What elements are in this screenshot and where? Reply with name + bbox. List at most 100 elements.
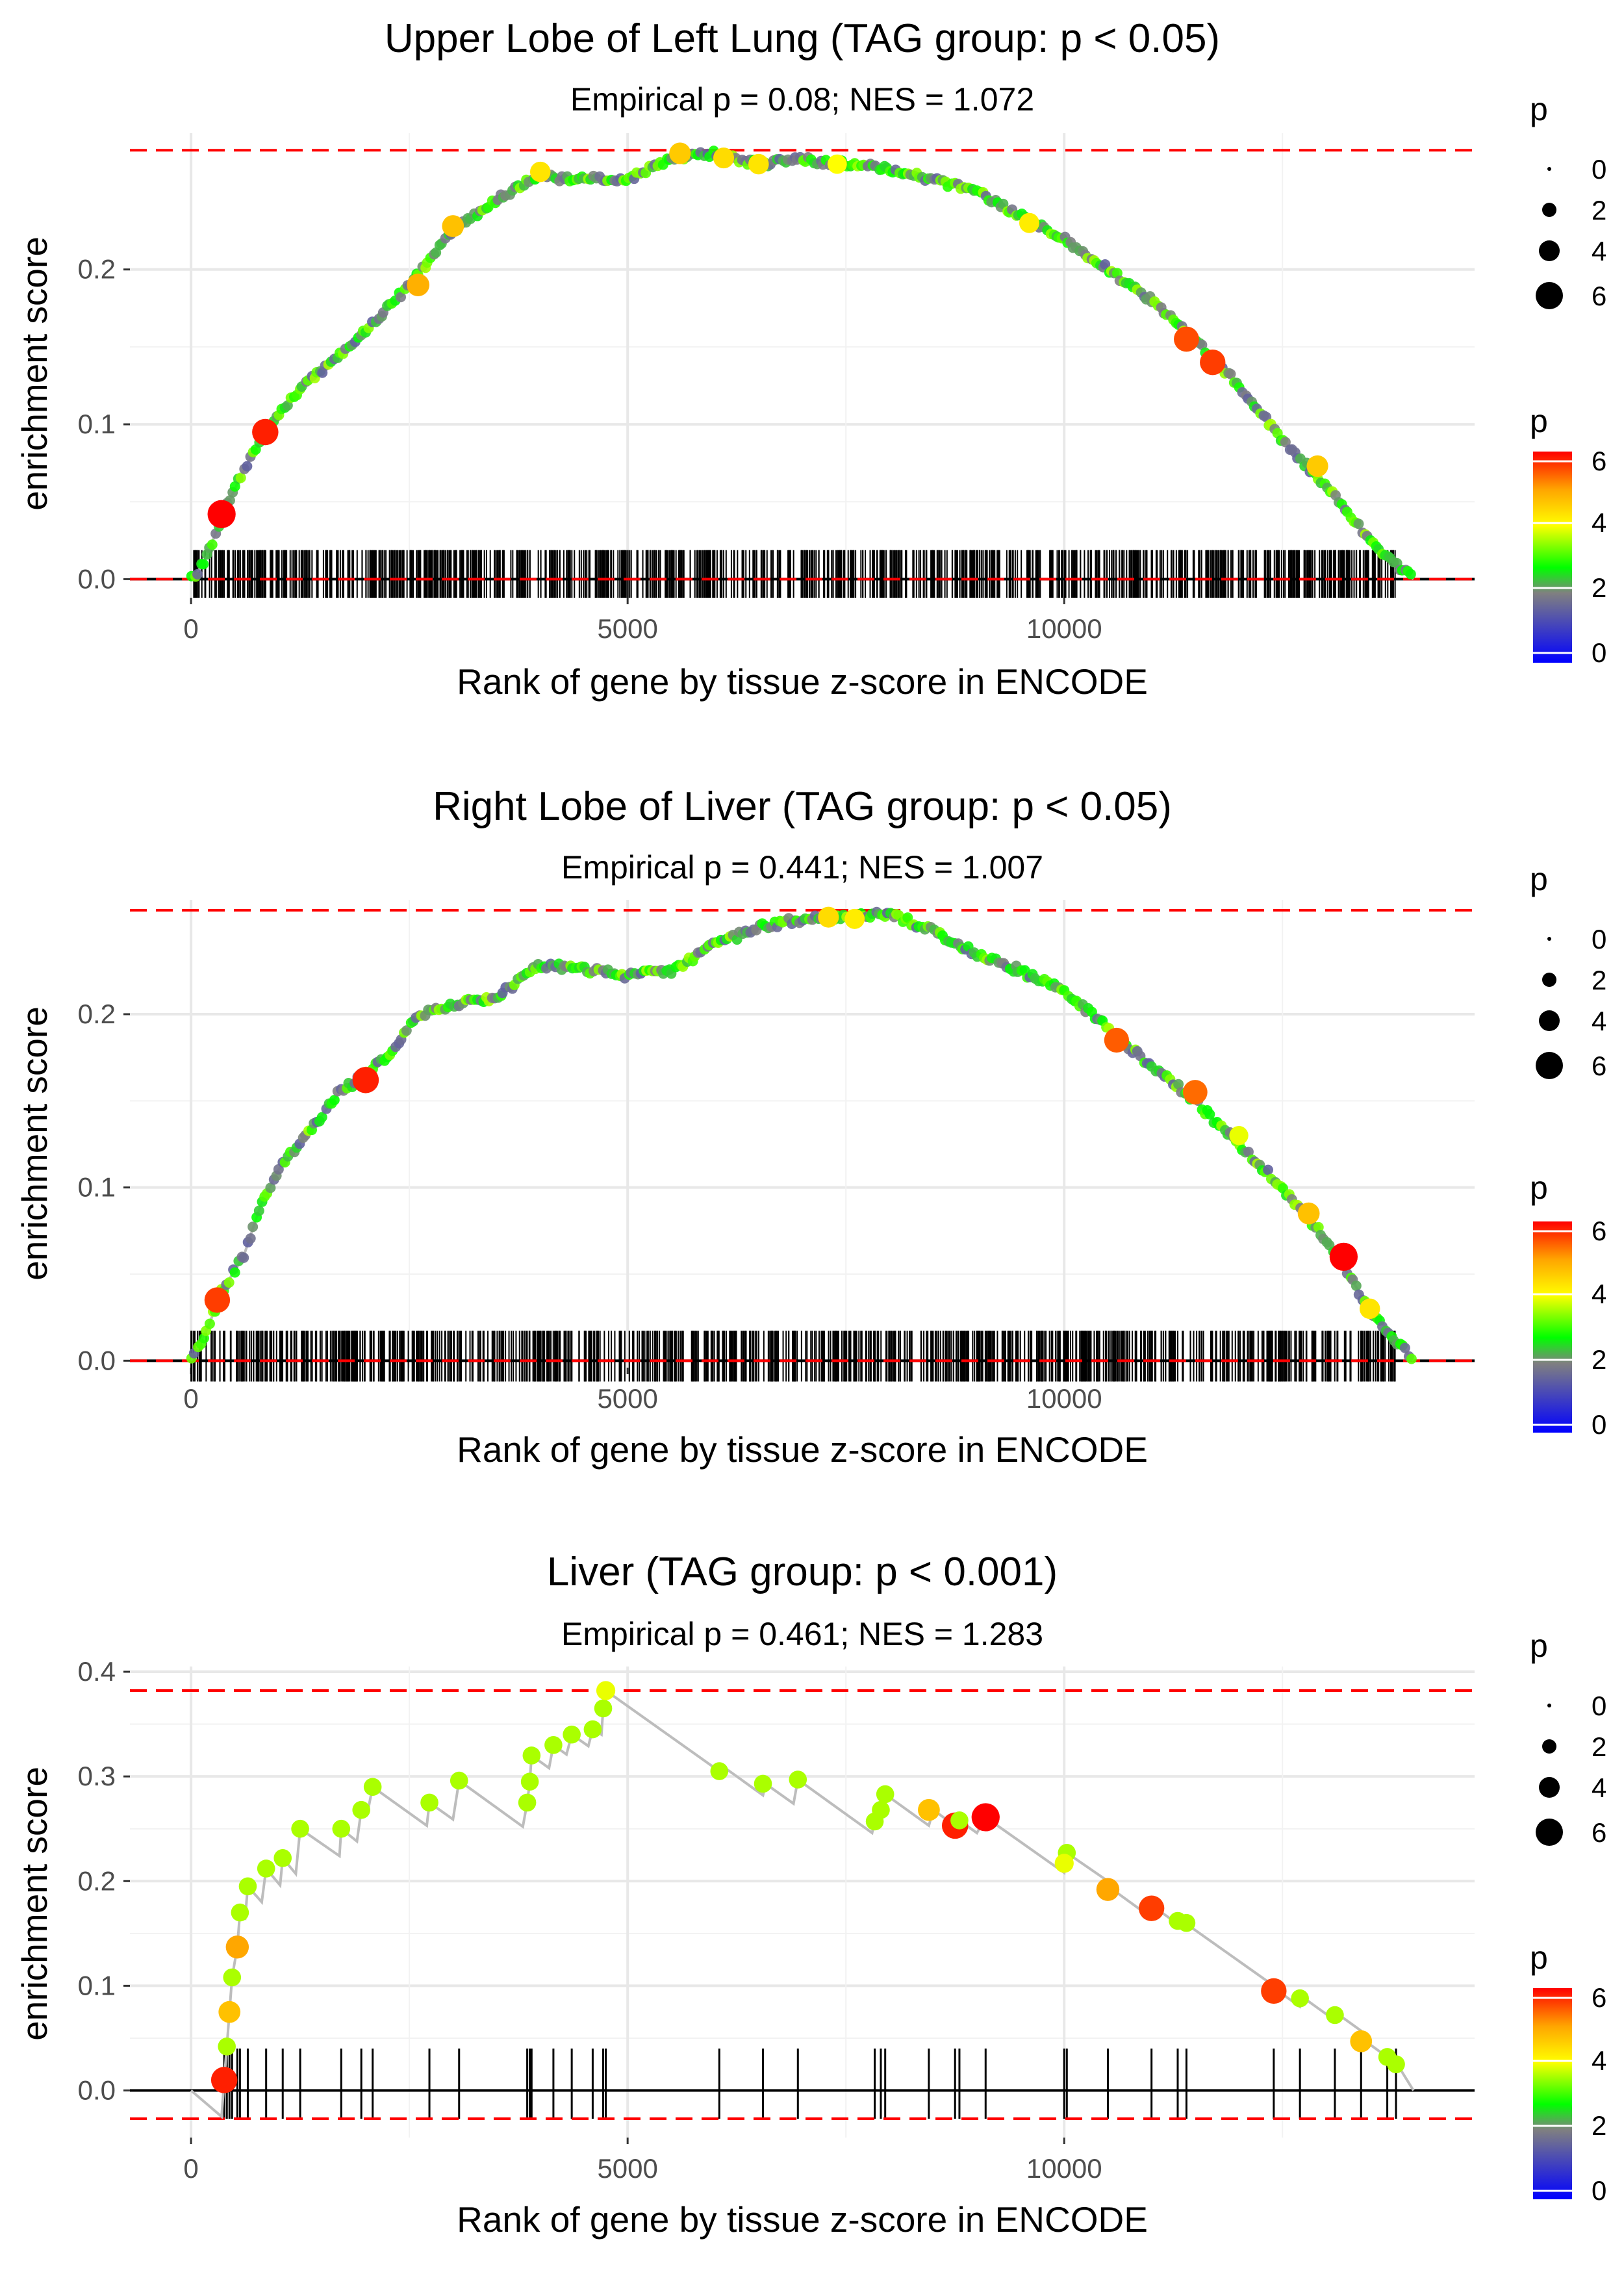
gene-point	[235, 472, 246, 483]
panel-1-subtitle: Empirical p = 0.08; NES = 1.072	[570, 81, 1034, 118]
gene-point-highlight	[231, 1903, 249, 1922]
x-tick-label: 0	[183, 1383, 198, 1414]
y-tick-label: 0.1	[78, 1172, 116, 1203]
gene-point	[192, 568, 203, 580]
colorbar-label-6: 6	[1592, 1216, 1606, 1246]
size-legend-dot-6	[1536, 1819, 1563, 1846]
y-tick-label: 0.3	[78, 1761, 116, 1791]
panel-2-x-axis-label: Rank of gene by tissue z-score in ENCODE	[457, 1429, 1148, 1470]
gene-point	[1405, 568, 1416, 580]
panel-1-x-axis-label: Rank of gene by tissue z-score in ENCODE	[457, 661, 1148, 702]
panel-2-size-legend: p 0 2 4 6	[1530, 861, 1606, 1081]
size-legend-label-0: 0	[1592, 924, 1606, 954]
colorbar-label-0: 0	[1592, 637, 1606, 668]
x-tick-label: 5000	[597, 2153, 657, 2184]
gene-point-highlight	[1200, 350, 1226, 376]
gene-point-highlight	[1329, 1242, 1358, 1271]
gene-point	[198, 559, 209, 570]
panel-liver: Liver (TAG group: p < 0.001) Empirical p…	[14, 1550, 1606, 2240]
gene-point-highlight	[1104, 1027, 1130, 1053]
gene-point-highlight	[789, 1770, 807, 1789]
gene-point-highlight	[544, 1736, 563, 1754]
colorbar-label-4: 4	[1592, 2045, 1606, 2076]
gene-point-highlight	[1183, 1080, 1208, 1105]
panel-3-x-axis-label: Rank of gene by tissue z-score in ENCODE	[457, 2199, 1148, 2240]
x-tick-label: 10000	[1026, 2153, 1102, 2184]
colorbar-label-4: 4	[1592, 507, 1606, 538]
colorbar-label-0: 0	[1592, 1409, 1606, 1440]
gene-point-highlight	[594, 1699, 613, 1718]
gene-point	[247, 1221, 259, 1233]
y-tick-label: 0.0	[78, 563, 116, 594]
size-legend-label-0: 0	[1592, 1691, 1606, 1721]
gene-point	[207, 539, 218, 550]
gene-point-highlight	[529, 161, 551, 183]
gene-point	[229, 481, 240, 492]
gene-point-highlight	[352, 1067, 379, 1093]
gene-point-highlight	[520, 1772, 539, 1791]
colorbar-gradient	[1533, 452, 1572, 663]
gene-point	[1406, 1353, 1417, 1364]
plot-2-area: 0 5000 10000 0.0 0.1 0.2	[78, 900, 1475, 1414]
panel-3-subtitle: Empirical p = 0.461; NES = 1.283	[561, 1616, 1043, 1652]
gene-point-highlight	[1261, 1978, 1287, 2004]
panel-3-size-legend-title: p	[1530, 1628, 1548, 1664]
gene-point-highlight	[1350, 2030, 1373, 2052]
gene-point	[245, 1233, 256, 1244]
gene-point-highlight	[257, 1859, 275, 1878]
x-tick-label: 5000	[597, 1383, 657, 1414]
enrichment-curve	[190, 151, 1415, 580]
y-tick-label: 0.1	[78, 1970, 116, 2000]
gene-point	[242, 461, 253, 472]
gene-point-highlight	[1297, 1202, 1320, 1225]
gene-point-highlight	[218, 2038, 236, 2056]
gene-point-highlight	[1359, 1298, 1380, 1320]
panel-2-subtitle: Empirical p = 0.441; NES = 1.007	[561, 849, 1043, 886]
gene-point-highlight	[1306, 455, 1328, 478]
gene-point-highlight	[218, 2000, 241, 2023]
panel-3-y-axis-label: enrichment score	[14, 1767, 55, 2041]
gene-point	[223, 1277, 235, 1288]
gene-point	[265, 1182, 276, 1194]
colorbar-label-2: 2	[1592, 2110, 1606, 2141]
y-tick-label: 0.4	[78, 1656, 116, 1687]
y-tick-label: 0.2	[78, 254, 116, 285]
gene-point-highlight	[950, 1811, 969, 1830]
panel-1-size-legend: p 0 2 4 6	[1530, 91, 1606, 311]
gene-point-highlight	[827, 154, 847, 174]
gene-point	[395, 292, 406, 303]
size-legend-label-6: 6	[1592, 1051, 1606, 1081]
colorbar-label-4: 4	[1592, 1279, 1606, 1309]
y-tick-label: 0.2	[78, 1865, 116, 1896]
gene-point-highlight	[518, 1793, 537, 1812]
panel-1-size-legend-title: p	[1530, 91, 1548, 127]
gene-point	[1204, 1108, 1215, 1119]
panel-1-title: Upper Lobe of Left Lung (TAG group: p < …	[385, 16, 1220, 61]
gene-point-highlight	[352, 1800, 371, 1819]
size-legend-label-4: 4	[1592, 236, 1606, 266]
y-tick-label: 0.0	[78, 1345, 116, 1375]
size-legend-dot-4	[1539, 240, 1560, 261]
colorbar-label-0: 0	[1592, 2175, 1606, 2206]
gene-point-highlight	[844, 908, 865, 929]
gene-point-highlight	[207, 500, 236, 528]
panel-1-y-axis-label: enrichment score	[14, 236, 55, 511]
y-tick-label: 0.1	[78, 409, 116, 439]
plot-1-area: 0 5000 10000 0.0 0.1 0.2	[78, 133, 1475, 644]
x-tick-label: 10000	[1026, 1383, 1102, 1414]
gene-point-highlight	[1096, 1878, 1120, 1901]
panel-1-color-legend: p 6 4 2 0	[1530, 403, 1606, 668]
gene-point-highlight	[1387, 2055, 1405, 2074]
size-legend-label-2: 2	[1592, 1731, 1606, 1762]
panel-upper-lobe-left-lung: Upper Lobe of Left Lung (TAG group: p < …	[14, 16, 1606, 702]
gene-point	[401, 1025, 412, 1036]
gene-point-highlight	[1019, 212, 1039, 233]
gene-point-highlight	[210, 2067, 238, 2093]
gene-point-highlight	[238, 1877, 257, 1896]
x-tick-label: 0	[183, 613, 198, 644]
gene-point	[229, 1267, 240, 1278]
panel-2-color-legend: p 6 4 2 0	[1530, 1169, 1606, 1440]
gene-point	[329, 1095, 340, 1106]
size-legend-label-4: 4	[1592, 1772, 1606, 1803]
